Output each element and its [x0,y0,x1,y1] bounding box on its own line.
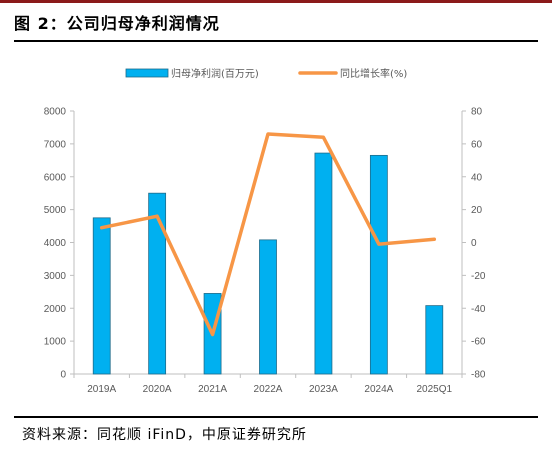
x-tick-label: 2025Q1 [416,384,452,395]
y-right-tick-label: 20 [471,205,483,216]
y-right-tick-label: -40 [471,304,486,315]
bar [314,152,333,375]
legend-label-growth: 同比增长率(%) [340,67,407,80]
y-left-tick-label: 5000 [44,205,67,216]
y-left-tick-label: 8000 [44,107,67,118]
y-right-tick-label: 40 [471,172,483,183]
y-right-tick-label: 80 [471,107,483,118]
y-right-tick-label: -80 [471,370,486,381]
y-right-tick-label: -60 [471,337,486,348]
x-tick-label: 2023A [309,384,338,395]
legend-bar-swatch [125,68,169,78]
y-left-tick-label: 4000 [44,238,67,249]
x-tick-label: 2019A [87,384,116,395]
top-rule [0,0,552,3]
y-right-tick-label: 60 [471,139,483,150]
y-right-tick-label: 0 [471,238,477,249]
y-left-tick-label: 0 [60,370,66,381]
bar [259,239,277,375]
source-note: 资料来源：同花顺 iFinD，中原证券研究所 [22,427,307,443]
bar [148,192,167,375]
footer-divider [14,416,538,418]
x-tick-label: 2021A [198,384,227,395]
y-left-tick-label: 3000 [44,271,67,282]
x-tick-label: 2024A [364,384,393,395]
chart-legend: 归母净利润(百万元) 同比增长率(%) [125,67,407,80]
growth-line [99,132,437,337]
figure-title: 图 2：公司归母净利润情况 [14,14,220,33]
y-left-tick-label: 6000 [44,172,67,183]
bar-series [92,152,444,375]
y-left-tick-label: 1000 [44,337,67,348]
y-right-tick-label: -20 [471,271,486,282]
bar [369,154,388,375]
x-tick-label: 2022A [254,384,283,395]
bar [425,305,444,375]
bar [92,217,111,375]
legend-label-net-profit: 归母净利润(百万元) [171,67,259,80]
title-divider [14,40,538,42]
x-tick-label: 2020A [143,384,172,395]
y-left-tick-label: 7000 [44,139,67,150]
line-series [99,132,437,337]
y-left-tick-label: 2000 [44,304,67,315]
chart-axes: 0 1000 2000 3000 4000 5000 6000 7000 8000 -80 -60 -… [44,107,486,396]
